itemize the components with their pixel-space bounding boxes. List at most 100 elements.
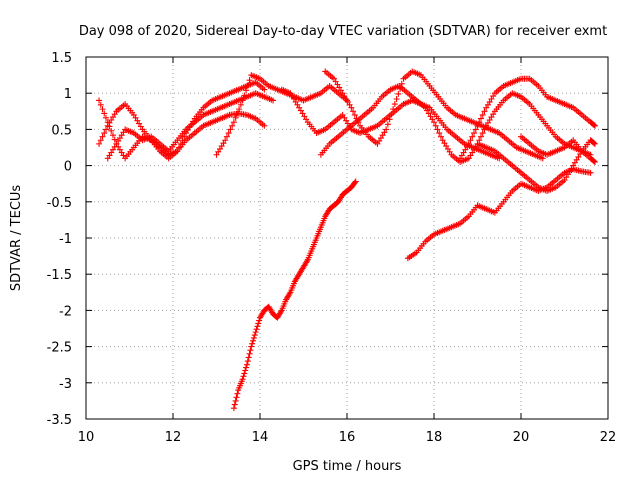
data-point: [481, 126, 488, 133]
data-point: [241, 92, 248, 99]
data-point: [434, 126, 441, 133]
series-track-3: [104, 90, 277, 162]
data-point: [97, 101, 104, 108]
data-point: [587, 169, 594, 176]
data-point: [243, 87, 250, 94]
tick-labels: 10 12 14 16 18 20 22 -3.5 -3 -2.5 -2 -1.5 -1 -0.5 0 0.5…: [47, 51, 617, 445]
data-point: [233, 394, 240, 401]
series-track-5: [230, 178, 359, 412]
data-point: [174, 148, 181, 155]
y-axis-label: SDTVAR / TECUs: [9, 185, 24, 292]
data-point: [256, 317, 263, 324]
data-point: [467, 137, 474, 144]
data-point: [591, 122, 598, 129]
data-point: [350, 108, 357, 115]
data-point: [351, 111, 358, 118]
data-point: [101, 130, 108, 137]
data-point: [243, 364, 250, 371]
data-point: [469, 133, 476, 140]
axis-ticks: [85, 56, 609, 420]
data-point: [247, 347, 254, 354]
series-track-9: [404, 166, 594, 262]
data-point: [432, 122, 439, 129]
data-point: [471, 130, 478, 137]
data-point: [101, 110, 108, 117]
data-point: [242, 367, 249, 374]
data-point: [472, 126, 479, 133]
y-tick-label: 0.5: [51, 123, 72, 138]
series-track-7: [322, 68, 546, 162]
data-point: [231, 401, 238, 408]
data-point: [103, 114, 110, 121]
data-point: [96, 140, 103, 147]
data-point: [352, 178, 359, 185]
y-tick-label: -3.5: [47, 413, 72, 428]
data-point: [591, 140, 598, 147]
data-point: [431, 119, 437, 126]
data-point: [252, 329, 259, 336]
data-point: [251, 332, 258, 339]
data-point: [250, 337, 257, 344]
series-track-12: [518, 133, 598, 165]
data-point: [286, 290, 293, 297]
data-point: [239, 97, 246, 104]
data-point: [481, 108, 488, 115]
data-point: [109, 132, 116, 139]
data-point: [476, 119, 483, 126]
data-point: [270, 97, 277, 104]
data-point: [229, 122, 236, 129]
data-point: [179, 137, 186, 144]
y-tick-label: -0.5: [47, 196, 72, 211]
data-point: [474, 122, 481, 129]
x-tick-label: 20: [513, 430, 530, 445]
data-point: [249, 340, 256, 347]
grid-lines: [86, 57, 608, 419]
series-track-8: [317, 82, 594, 165]
data-point: [234, 390, 241, 397]
series-track-10: [457, 75, 598, 162]
y-tick-label: -2.5: [47, 341, 72, 356]
series-track-11: [474, 137, 598, 194]
data-point: [388, 111, 395, 118]
data-point: [391, 101, 398, 108]
data-point: [239, 376, 246, 383]
x-tick-label: 14: [252, 430, 269, 445]
data-point: [479, 111, 486, 118]
data-point: [253, 326, 260, 333]
data-point: [591, 158, 598, 165]
data-point: [254, 323, 261, 330]
data-point: [390, 106, 397, 113]
data-point: [103, 126, 110, 133]
data-point: [97, 137, 104, 144]
y-tick-label: 1.5: [51, 51, 72, 66]
y-tick-label: -1.5: [47, 268, 72, 283]
data-point: [246, 77, 253, 84]
x-tick-label: 12: [165, 430, 182, 445]
data-point: [255, 320, 262, 327]
data-point: [108, 127, 115, 134]
data-point: [99, 106, 106, 113]
data-point: [232, 397, 239, 404]
data-marks: [96, 68, 598, 412]
data-point: [477, 115, 484, 122]
data-point: [177, 140, 184, 147]
y-tick-label: 1: [64, 87, 72, 102]
x-tick-label: 10: [78, 430, 95, 445]
data-point: [245, 354, 252, 361]
data-point: [240, 373, 247, 380]
data-point: [232, 114, 239, 121]
data-point: [230, 119, 237, 126]
data-point: [395, 90, 402, 97]
data-point: [222, 137, 229, 144]
data-point: [96, 97, 103, 104]
data-point: [225, 130, 232, 137]
data-point: [223, 133, 230, 140]
data-point: [248, 343, 255, 350]
data-point: [465, 140, 472, 147]
y-tick-label: -1: [59, 232, 72, 247]
y-tick-label: -2: [59, 304, 72, 319]
data-point: [348, 104, 355, 111]
data-point: [384, 121, 391, 128]
chart-title: Day 098 of 2020, Sidereal Day-to-day VTE…: [79, 24, 607, 39]
